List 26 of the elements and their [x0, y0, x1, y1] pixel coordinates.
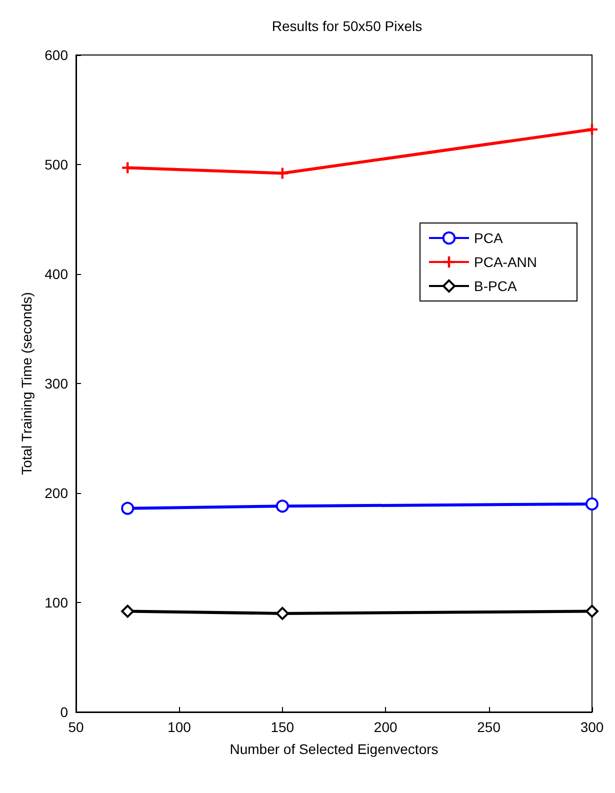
legend-label: PCA	[474, 230, 504, 246]
x-tick-label: 300	[580, 719, 604, 735]
x-tick-label: 50	[68, 719, 84, 735]
point	[586, 604, 598, 618]
y-tick-label: 0	[60, 704, 68, 720]
point	[276, 606, 289, 620]
x-tick-label: 200	[374, 719, 398, 735]
x-tick-label: 100	[168, 719, 192, 735]
point	[276, 500, 289, 513]
y-tick-label: 400	[44, 266, 68, 282]
legend-label: B-PCA	[474, 278, 518, 294]
y-tick-label: 100	[44, 594, 68, 610]
x-tick-label: 150	[270, 719, 294, 735]
y-tick-label: 500	[44, 156, 68, 172]
y-axis-title: Total Training Time (seconds)	[18, 292, 35, 475]
x-axis-title: Number of Selected Eigenvectors	[230, 741, 438, 757]
x-tick-label: 250	[477, 719, 501, 735]
chart-title: Results for 50x50 Pixels	[272, 18, 422, 34]
point	[586, 497, 598, 510]
legend-label: PCA-ANN	[474, 254, 538, 270]
y-tick-label: 300	[44, 376, 68, 392]
point	[121, 502, 134, 515]
y-tick-label: 200	[44, 485, 68, 501]
y-tick-label: 600	[44, 47, 68, 63]
point	[586, 124, 598, 135]
point	[121, 604, 134, 618]
